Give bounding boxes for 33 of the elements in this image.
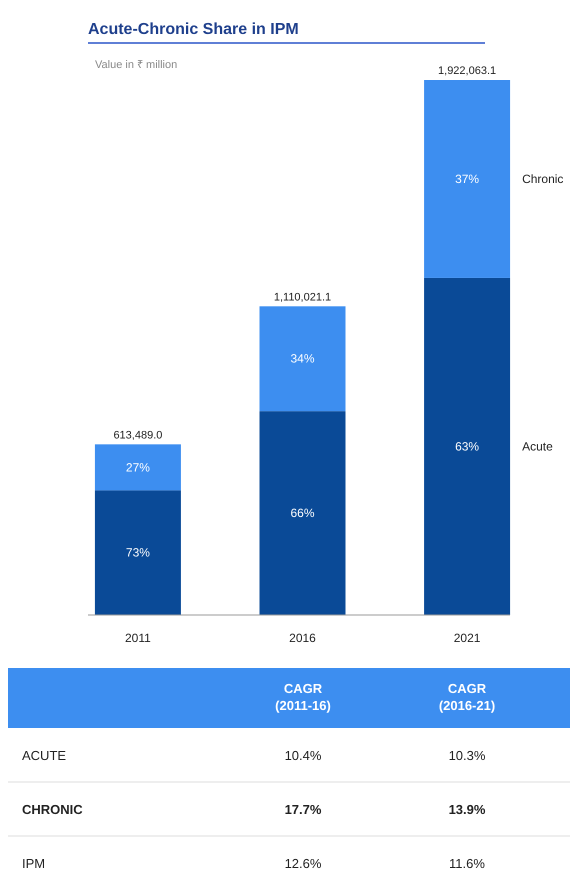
text: 13.9% <box>448 802 486 817</box>
chart-title: Acute-Chronic Share in IPM <box>88 21 299 38</box>
category-label: ACUTE <box>22 748 66 763</box>
bar <box>424 278 510 615</box>
bar <box>260 411 346 615</box>
x-tick-label: 2016 <box>289 631 316 645</box>
annotation: 73% <box>126 546 150 560</box>
x-tick-label: 2011 <box>125 631 152 645</box>
annotation: 27% <box>126 460 150 474</box>
bar <box>424 80 510 278</box>
bar <box>94 490 181 615</box>
annotation: 63% <box>455 439 480 454</box>
annotation: 1,110,021.1 <box>274 291 332 304</box>
bar <box>94 444 181 490</box>
category-label: CAGR (2016-21) <box>438 681 496 713</box>
x-tick-label: 2021 <box>454 631 481 645</box>
series-label: Acute <box>522 439 554 454</box>
bar <box>260 306 346 412</box>
chart-subtitle: Value in ₹ million <box>95 59 178 71</box>
category-label: IPM <box>22 856 46 871</box>
annotation: 34% <box>290 352 315 366</box>
text: 17.7% <box>284 802 322 817</box>
text: 11.6% <box>449 856 485 871</box>
category-label: CHRONIC <box>22 802 83 817</box>
text: 10.4% <box>284 748 322 763</box>
annotation: 37% <box>455 172 480 186</box>
category-label: CAGR (2011-16) <box>275 681 331 713</box>
annotation: 613,489.0 <box>113 429 162 442</box>
text: 1,922,063.1 <box>438 65 496 77</box>
series-label: Chronic <box>522 172 564 186</box>
text: 12.6% <box>284 856 322 871</box>
text: 10.3% <box>448 748 486 763</box>
annotation: 66% <box>290 506 315 520</box>
